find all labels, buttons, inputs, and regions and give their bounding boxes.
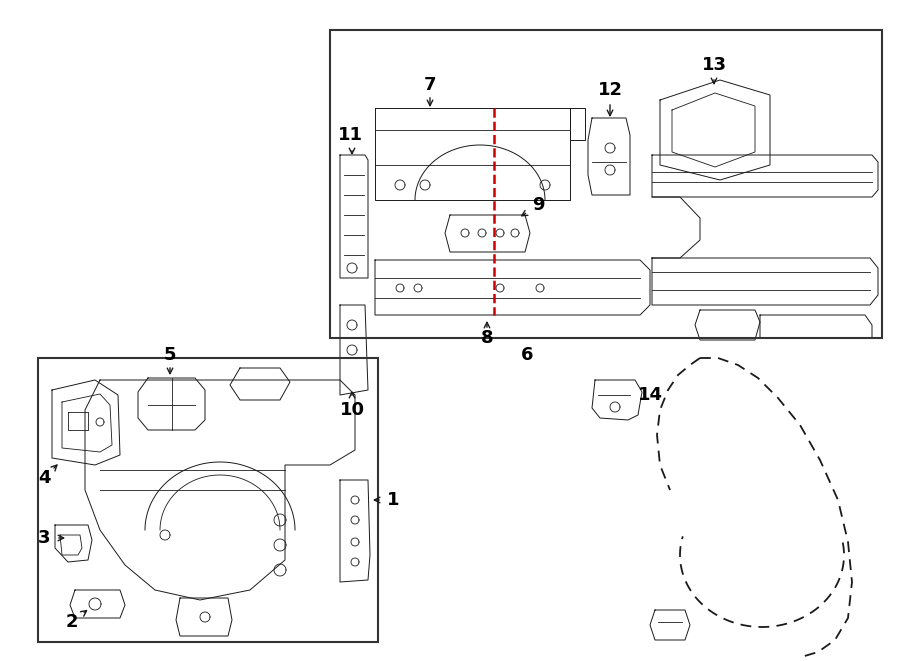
Text: 1: 1 xyxy=(387,491,400,509)
Text: 11: 11 xyxy=(338,126,363,144)
Text: 7: 7 xyxy=(424,76,436,94)
Bar xyxy=(38,358,378,642)
Text: 3: 3 xyxy=(38,529,50,547)
Text: 9: 9 xyxy=(532,196,544,214)
Text: 4: 4 xyxy=(38,469,50,487)
Text: 8: 8 xyxy=(481,329,493,347)
Text: 13: 13 xyxy=(701,56,726,74)
Bar xyxy=(330,30,882,338)
Text: 14: 14 xyxy=(637,386,662,404)
Text: 5: 5 xyxy=(164,346,176,364)
Text: 6: 6 xyxy=(521,346,533,364)
Text: 10: 10 xyxy=(339,401,365,419)
Text: 2: 2 xyxy=(66,613,78,631)
Text: 12: 12 xyxy=(598,81,623,99)
